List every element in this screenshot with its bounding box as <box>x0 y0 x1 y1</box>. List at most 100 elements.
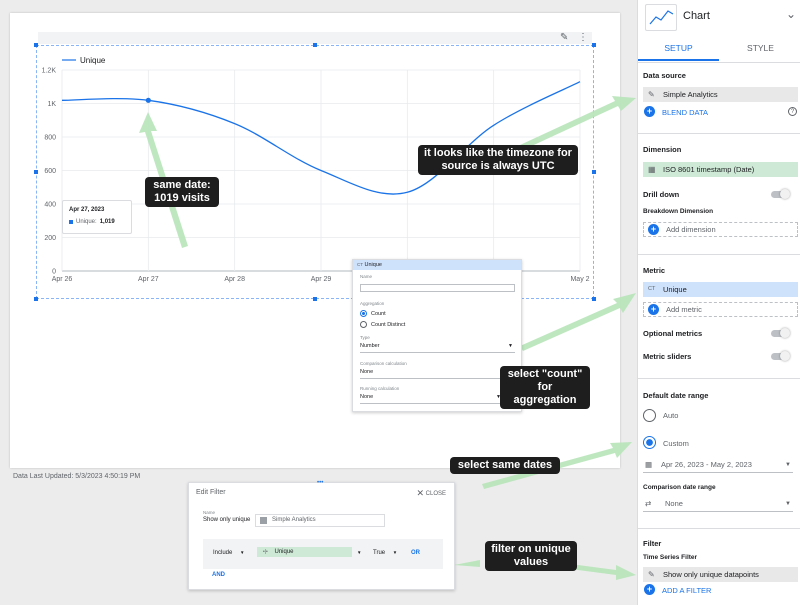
dimension-value: ISO 8601 timestamp (Date) <box>663 165 755 174</box>
y-tick-label: 0 <box>52 269 56 276</box>
add-metric-button[interactable]: + Add metric <box>643 302 798 317</box>
divider <box>638 62 800 63</box>
include-select[interactable]: Include ▼ <box>213 550 245 556</box>
dropdown-arrow-icon[interactable]: ▼ <box>357 550 362 555</box>
metric-sliders-toggle[interactable] <box>771 351 790 361</box>
resize-handle[interactable] <box>592 43 596 47</box>
radio-auto[interactable] <box>643 409 656 422</box>
popup-header: CT Unique <box>353 260 521 270</box>
tab-style[interactable]: STYLE <box>747 43 774 53</box>
resize-handle[interactable] <box>34 297 38 301</box>
name-input[interactable] <box>360 284 515 292</box>
data-point-highlight[interactable] <box>145 97 151 103</box>
aggregation-option-count[interactable]: Count <box>360 310 386 317</box>
and-button[interactable]: AND <box>212 572 225 578</box>
line-chart-icon <box>649 10 674 25</box>
filter-name-input[interactable]: Show only unique <box>203 517 251 523</box>
tooltip-row: Unique: 1,019 <box>69 219 125 225</box>
optional-metrics-toggle[interactable] <box>771 328 790 338</box>
data-last-updated: Data Last Updated: 5/3/2023 4:50:19 PM <box>13 473 141 480</box>
more-vert-icon[interactable]: ⋮ <box>578 32 588 43</box>
chevron-down-icon[interactable]: ⌄ <box>786 7 797 21</box>
data-source-label: Data source <box>643 71 686 80</box>
divider <box>638 378 800 379</box>
aggregation-option-count-distinct[interactable]: Count Distinct <box>360 321 405 328</box>
running-select[interactable]: None ▼ <box>360 394 503 404</box>
tooltip-date: Apr 27, 2023 <box>69 207 105 213</box>
blend-data-button[interactable]: BLEND DATA <box>662 108 708 117</box>
resize-handle[interactable] <box>34 170 38 174</box>
pencil-icon[interactable]: ✎ <box>560 32 569 43</box>
callout-same-date: same date: 1019 visits <box>145 177 219 207</box>
dropdown-arrow-icon: ▼ <box>240 550 245 555</box>
resize-handle[interactable] <box>592 297 596 301</box>
value-select[interactable]: True ▼ <box>373 550 397 556</box>
add-icon[interactable]: + <box>644 106 655 117</box>
dropdown-arrow-icon: ▼ <box>496 394 501 400</box>
drill-down-toggle[interactable] <box>771 189 790 199</box>
add-dimension-button[interactable]: + Add dimension <box>643 222 798 237</box>
popup-title: Unique <box>364 262 382 268</box>
tab-setup[interactable]: SETUP <box>638 37 719 61</box>
resize-handle[interactable] <box>313 43 317 47</box>
date-range-picker[interactable]: ▦ Apr 26, 2023 - May 2, 2023 ▼ <box>643 458 793 473</box>
add-icon[interactable]: + <box>644 584 655 595</box>
comparison-select[interactable]: None <box>360 369 515 379</box>
dimension-chip[interactable]: ▦ ISO 8601 timestamp (Date) <box>643 162 798 177</box>
dimension-label: Dimension <box>643 145 682 154</box>
tooltip-series: Unique: <box>76 219 97 225</box>
ts-filter-label: Time Series Filter <box>643 554 698 561</box>
aggregation-label: Aggregation <box>360 301 385 306</box>
y-tick-label: 600 <box>44 168 56 175</box>
data-source-select[interactable]: Simple Analytics <box>255 514 385 527</box>
tooltip-value: 1,019 <box>99 219 115 225</box>
resize-handle[interactable] <box>313 297 317 301</box>
type-label: Type <box>360 335 370 340</box>
close-button[interactable]: ✕ CLOSE <box>416 488 446 499</box>
data-source-chip[interactable]: ✎ Simple Analytics <box>643 87 798 102</box>
radio-count[interactable] <box>360 310 367 317</box>
callout-line: 1019 visits <box>154 192 210 204</box>
comparison-value: None <box>360 369 374 375</box>
dropdown-arrow-icon: ▼ <box>785 462 791 468</box>
callout-line: select "count" <box>507 368 583 380</box>
callout-line: for aggregation <box>513 381 577 406</box>
field-chip[interactable]: •|• Unique <box>257 547 352 557</box>
callout-line: source is always UTC <box>441 160 555 172</box>
help-icon[interactable]: ? <box>788 107 797 116</box>
resize-handle[interactable] <box>34 43 38 47</box>
x-tick-label: Apr 29 <box>311 276 332 283</box>
series-swatch <box>69 220 73 224</box>
metric-sliders-label: Metric sliders <box>643 352 692 361</box>
pencil-icon[interactable]: ✎ <box>648 90 655 99</box>
comparison-date-select[interactable]: ⇄ None ▼ <box>643 497 793 512</box>
x-tick-label: Apr 26 <box>52 276 73 283</box>
callout-timezone: it looks like the timezone for source is… <box>418 145 578 175</box>
x-tick-label: Apr 27 <box>138 276 159 283</box>
custom-label: Custom <box>663 439 689 448</box>
chart-type-selector[interactable] <box>645 4 677 31</box>
add-filter-button[interactable]: ADD A FILTER <box>662 586 712 595</box>
or-button[interactable]: OR <box>411 550 420 556</box>
breakdown-label: Breakdown Dimension <box>643 208 714 215</box>
pencil-icon[interactable]: ✎ <box>648 570 655 579</box>
y-axis: 0 200 400 600 800 1K 1.2K <box>42 68 57 276</box>
callout-filter: filter on unique values <box>485 541 577 571</box>
type-select[interactable]: Number ▼ <box>360 343 515 353</box>
dropdown-arrow-icon: ▼ <box>508 343 513 349</box>
data-source-value: Simple Analytics <box>663 90 718 99</box>
metric-chip[interactable]: CT Unique <box>643 282 798 297</box>
radio-count-distinct[interactable] <box>360 321 367 328</box>
drag-handle-icon[interactable]: ••• <box>317 480 324 486</box>
radio-custom[interactable] <box>643 436 656 449</box>
filter-name-label: Name <box>203 510 216 515</box>
y-tick-label: 1.2K <box>42 68 57 75</box>
calendar-icon: ▦ <box>645 460 653 469</box>
resize-handle[interactable] <box>592 170 596 174</box>
metric-type-icon: •|• <box>263 549 268 555</box>
add-metric-label: Add metric <box>666 305 702 314</box>
y-tick-label: 800 <box>44 135 56 142</box>
filter-chip[interactable]: ✎ Show only unique datapoints <box>643 567 798 582</box>
add-icon: + <box>648 224 659 235</box>
include-label: Include <box>213 550 233 556</box>
